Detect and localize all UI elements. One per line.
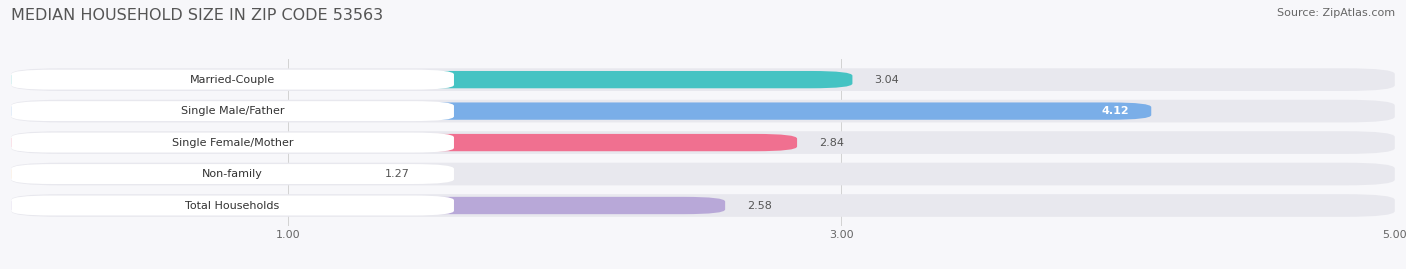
Text: Total Households: Total Households xyxy=(186,200,280,211)
FancyBboxPatch shape xyxy=(11,102,1152,120)
Text: 3.04: 3.04 xyxy=(875,75,900,85)
FancyBboxPatch shape xyxy=(11,70,454,90)
FancyBboxPatch shape xyxy=(11,71,852,88)
FancyBboxPatch shape xyxy=(11,197,725,214)
FancyBboxPatch shape xyxy=(11,100,1395,122)
FancyBboxPatch shape xyxy=(11,133,454,153)
Text: 4.12: 4.12 xyxy=(1101,106,1129,116)
Text: Non-family: Non-family xyxy=(202,169,263,179)
FancyBboxPatch shape xyxy=(11,194,1395,217)
FancyBboxPatch shape xyxy=(11,163,1395,185)
Text: MEDIAN HOUSEHOLD SIZE IN ZIP CODE 53563: MEDIAN HOUSEHOLD SIZE IN ZIP CODE 53563 xyxy=(11,8,384,23)
FancyBboxPatch shape xyxy=(11,131,1395,154)
Text: Single Female/Mother: Single Female/Mother xyxy=(172,137,294,148)
Text: 2.58: 2.58 xyxy=(747,200,772,211)
Text: Single Male/Father: Single Male/Father xyxy=(181,106,284,116)
FancyBboxPatch shape xyxy=(11,101,454,121)
FancyBboxPatch shape xyxy=(11,164,454,184)
FancyBboxPatch shape xyxy=(11,68,1395,91)
Text: 1.27: 1.27 xyxy=(385,169,409,179)
Text: Source: ZipAtlas.com: Source: ZipAtlas.com xyxy=(1277,8,1395,18)
Text: Married-Couple: Married-Couple xyxy=(190,75,276,85)
Text: 2.84: 2.84 xyxy=(820,137,844,148)
FancyBboxPatch shape xyxy=(11,196,454,215)
FancyBboxPatch shape xyxy=(11,165,363,183)
FancyBboxPatch shape xyxy=(11,134,797,151)
